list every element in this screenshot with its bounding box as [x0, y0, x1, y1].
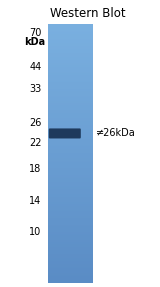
Text: 44: 44 — [29, 63, 42, 72]
Text: 70: 70 — [29, 28, 42, 38]
Text: 10: 10 — [29, 228, 42, 237]
Text: Western Blot: Western Blot — [50, 7, 126, 20]
Text: kDa: kDa — [24, 37, 45, 47]
Text: 14: 14 — [29, 196, 42, 206]
Text: ≠26kDa: ≠26kDa — [96, 129, 136, 138]
Text: 22: 22 — [29, 139, 42, 148]
Text: 26: 26 — [29, 119, 42, 128]
Text: 33: 33 — [29, 84, 42, 94]
FancyBboxPatch shape — [49, 129, 81, 139]
Text: 18: 18 — [29, 164, 42, 174]
